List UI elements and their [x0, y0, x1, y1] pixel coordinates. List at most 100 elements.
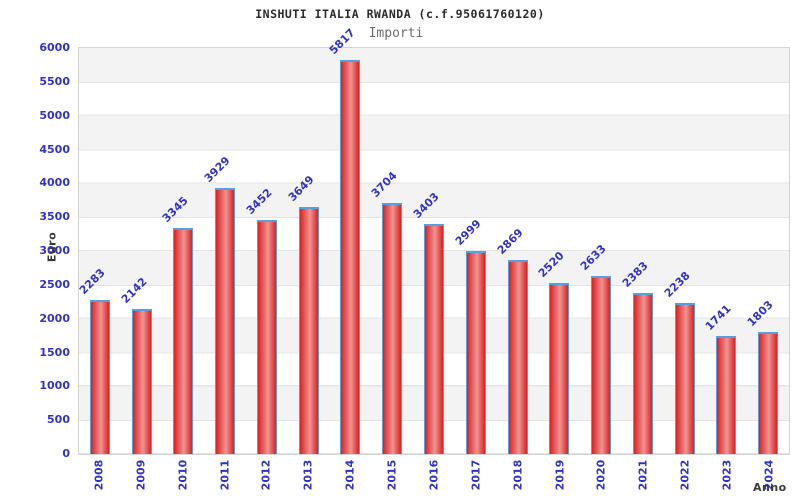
- x-tick-label: 2014: [343, 459, 357, 491]
- bar-slot-2015: 3704: [369, 48, 413, 454]
- bar-value-label: 2520: [536, 249, 567, 280]
- y-tick-label: 2500: [39, 277, 70, 291]
- x-tick-2014: 2014: [329, 455, 371, 500]
- bar-2018: [507, 260, 528, 454]
- bar-slot-2016: 3403: [410, 48, 455, 454]
- x-tick-label: 2009: [134, 459, 148, 491]
- y-tick-label: 3500: [39, 210, 70, 224]
- plot-area: 2283 2142 3345 3929 3452 3649 5817 3704 3403 2999…: [76, 26, 790, 455]
- bar-2023: [716, 336, 737, 454]
- x-tick-2011: 2011: [204, 455, 246, 500]
- bar-slot-2013: 3649: [285, 48, 330, 454]
- x-tick-2022: 2022: [664, 455, 706, 500]
- bar-2015: [382, 203, 403, 454]
- x-tick-label: 2011: [218, 459, 232, 491]
- y-tick-label: 4000: [39, 176, 70, 190]
- bar-slot-2010: 3345: [160, 48, 205, 454]
- y-tick-label: 6000: [39, 41, 70, 54]
- bar-slot-2022: 2238: [661, 48, 706, 454]
- bar-value-label: 2238: [661, 269, 693, 300]
- bar-value-label: 2633: [577, 242, 609, 273]
- x-tick-2019: 2019: [539, 455, 581, 500]
- bar-value-label: 1803: [744, 298, 776, 329]
- bar-value-label: 3929: [201, 154, 233, 185]
- x-tick-2016: 2016: [413, 455, 455, 500]
- bar-value-label: 2283: [76, 266, 108, 297]
- y-tick-label: 4500: [39, 142, 70, 156]
- bar-value-label: 3452: [243, 186, 275, 217]
- bar-value-label: 3649: [285, 173, 317, 204]
- x-tick-label: 2013: [301, 459, 315, 491]
- x-tick-2008: 2008: [78, 455, 120, 500]
- bar-2014: [340, 60, 361, 454]
- bar-value-label: 3403: [410, 190, 442, 221]
- bar-2010: [173, 228, 194, 454]
- x-tick-label: 2020: [594, 459, 608, 491]
- x-tick-2023: 2023: [706, 455, 748, 500]
- bar-2019: [549, 283, 570, 454]
- bar-value-label: 2999: [452, 217, 484, 248]
- bar-slot-2009: 2142: [118, 48, 163, 454]
- chart-title: INSHUTI ITALIA RWANDA (c.f.95061760120): [255, 7, 545, 21]
- y-tick-label: 1500: [39, 345, 70, 359]
- x-tick-label: 2018: [511, 459, 525, 491]
- bar-slot-2017: 2999: [452, 48, 497, 454]
- bar-slot-2012: 3452: [243, 48, 288, 454]
- x-tick-label: 2016: [427, 459, 441, 491]
- bar-2022: [674, 303, 695, 454]
- bar-2021: [632, 293, 653, 454]
- y-tick-label: 3000: [39, 244, 70, 257]
- x-tick-label: 2017: [469, 459, 483, 491]
- bar-slot-2014: 5817: [327, 26, 372, 454]
- bar-2012: [256, 220, 277, 454]
- x-tick-2012: 2012: [246, 455, 288, 500]
- y-tick-label: 1000: [39, 379, 70, 393]
- x-tick-2018: 2018: [497, 455, 539, 500]
- x-tick-label: 2023: [720, 459, 734, 491]
- bar-2017: [465, 251, 486, 454]
- x-tick-2015: 2015: [371, 455, 413, 500]
- y-tick-label: 5000: [39, 108, 70, 122]
- bar-slot-2019: 2520: [536, 48, 580, 454]
- bar-value-label: 3345: [160, 194, 192, 225]
- bar-value-label: 2142: [118, 275, 150, 306]
- y-tick-label: 2000: [39, 311, 70, 325]
- x-axis-labels: 2008 2009 2010 2011 2012 2013 2014 2015 2016 2017…: [78, 455, 790, 500]
- bar-slot-2008: 2283: [76, 48, 121, 454]
- bar-slot-2024: 1803: [744, 48, 789, 454]
- bar-slot-2011: 3929: [201, 48, 246, 454]
- bar-2016: [424, 224, 444, 454]
- bars-container: 2283 2142 3345 3929 3452 3649 5817 3704 3403 2999…: [76, 26, 789, 454]
- bar-2009: [131, 309, 152, 454]
- bar-slot-2020: 2633: [577, 48, 622, 454]
- x-tick-label: 2015: [385, 459, 399, 491]
- x-axis-title: Anno: [753, 481, 787, 494]
- bar-2008: [89, 300, 110, 454]
- y-axis-title: Euro: [45, 231, 59, 263]
- x-tick-label: 2019: [553, 459, 567, 491]
- x-tick-label: 2010: [176, 459, 190, 491]
- x-tick-2020: 2020: [581, 455, 623, 500]
- bar-value-label: 3704: [369, 169, 400, 200]
- bar-2013: [298, 207, 319, 454]
- x-tick-label: 2012: [259, 459, 273, 491]
- bar-2020: [591, 276, 612, 454]
- x-tick-2013: 2013: [287, 455, 329, 500]
- x-tick-label: 2008: [92, 459, 106, 491]
- x-tick-2009: 2009: [120, 455, 162, 500]
- bar-slot-2021: 2383: [619, 48, 664, 454]
- x-tick-2021: 2021: [622, 455, 664, 500]
- y-tick-label: 500: [47, 413, 70, 427]
- bar-2024: [758, 332, 779, 454]
- y-tick-label: 5500: [39, 74, 70, 88]
- x-tick-2017: 2017: [455, 455, 497, 500]
- bar-slot-2018: 2869: [494, 48, 539, 454]
- bar-value-label: 2383: [619, 259, 651, 290]
- x-tick-label: 2022: [678, 459, 692, 491]
- bar-2011: [215, 188, 236, 454]
- legend-series-label: Importi: [368, 26, 424, 41]
- x-tick-2010: 2010: [162, 455, 204, 500]
- bar-slot-2023: 1741: [703, 48, 747, 454]
- bar-value-label: 1741: [703, 302, 735, 333]
